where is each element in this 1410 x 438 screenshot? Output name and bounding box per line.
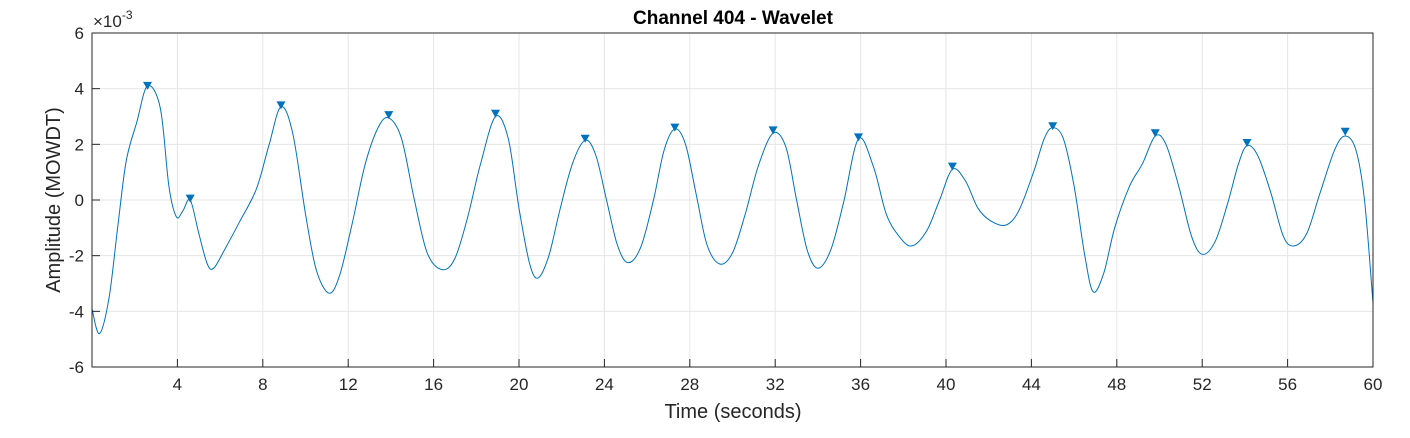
wavelet-line xyxy=(91,85,1374,335)
peak-marker xyxy=(143,81,153,90)
x-tick-label: 20 xyxy=(510,375,529,394)
y-exponent-prefix: ×10 xyxy=(93,12,122,31)
peak-marker xyxy=(185,194,195,203)
peak-marker xyxy=(947,162,957,171)
x-tick-label: 40 xyxy=(937,375,956,394)
y-tick-label: -4 xyxy=(69,302,84,321)
x-tick-label: 16 xyxy=(424,375,443,394)
x-tick-label: 44 xyxy=(1022,375,1041,394)
x-tick-label: 28 xyxy=(680,375,699,394)
y-axis-ticks: -6 -4 -2 0 2 4 6 xyxy=(69,24,100,377)
peak-marker xyxy=(580,134,590,143)
x-tick-label: 52 xyxy=(1193,375,1212,394)
peak-marker xyxy=(1150,129,1160,138)
peak-marker xyxy=(670,123,680,132)
y-tick-label: -2 xyxy=(69,247,84,266)
peak-marker xyxy=(853,133,863,142)
x-tick-label: 12 xyxy=(339,375,358,394)
peak-marker xyxy=(1340,127,1350,136)
peak-marker xyxy=(276,101,286,110)
peak-marker xyxy=(768,126,778,135)
y-exponent-power: -3 xyxy=(122,8,133,22)
x-tick-label: 60 xyxy=(1364,375,1383,394)
series-layer xyxy=(91,85,1374,335)
y-axis-label: Amplitude (MOWDT) xyxy=(43,107,65,293)
y-tick-label: 2 xyxy=(75,135,84,154)
peak-marker xyxy=(384,111,394,120)
peak-marker xyxy=(1048,122,1058,131)
peak-marker xyxy=(491,109,501,118)
x-tick-label: 24 xyxy=(595,375,614,394)
peak-markers xyxy=(143,81,1350,203)
peak-marker xyxy=(1242,138,1252,147)
y-exponent-label: ×10-3 xyxy=(93,8,133,31)
y-tick-label: 4 xyxy=(75,80,84,99)
x-tick-label: 56 xyxy=(1278,375,1297,394)
x-tick-label: 8 xyxy=(258,375,267,394)
x-tick-label: 48 xyxy=(1107,375,1126,394)
y-tick-label: 0 xyxy=(75,191,84,210)
y-tick-label: -6 xyxy=(69,358,84,377)
x-tick-label: 36 xyxy=(851,375,870,394)
x-tick-label: 4 xyxy=(173,375,182,394)
x-tick-label: 32 xyxy=(766,375,785,394)
y-tick-label: 6 xyxy=(75,24,84,43)
x-axis-ticks: 4 8 12 16 20 24 28 32 36 40 44 48 52 56 60 xyxy=(173,359,1383,394)
chart-title: Channel 404 - Wavelet xyxy=(633,8,834,29)
x-axis-label: Time (seconds) xyxy=(664,401,801,423)
